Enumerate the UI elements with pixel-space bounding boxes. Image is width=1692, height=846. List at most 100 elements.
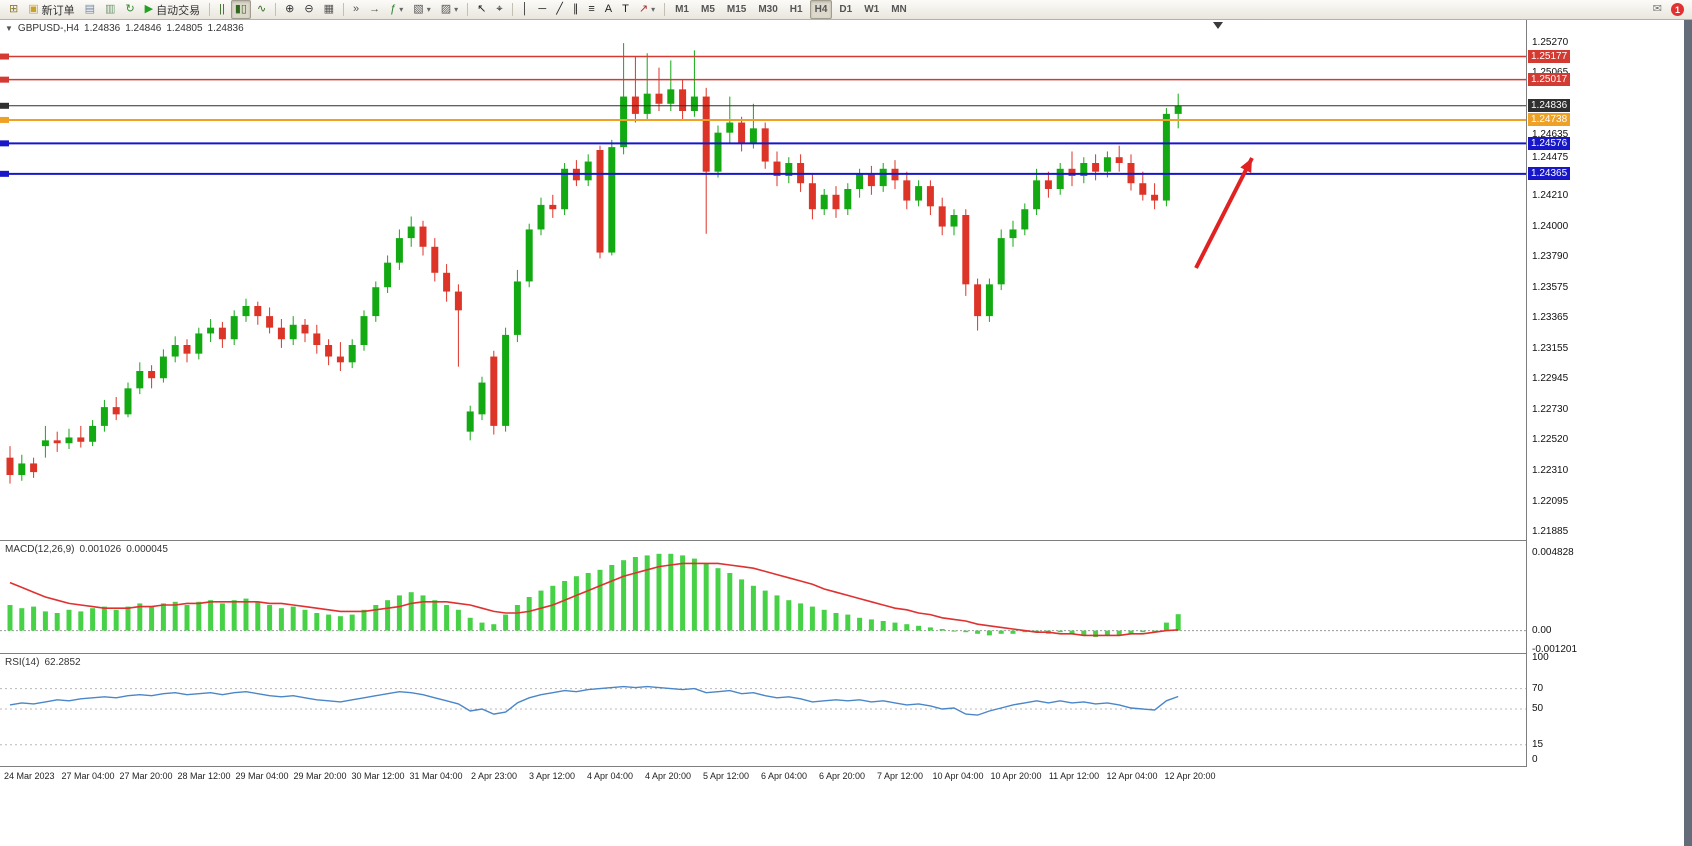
new-chart-button[interactable]: ⊞ xyxy=(5,0,22,19)
time-label: 5 Apr 12:00 xyxy=(702,771,750,781)
symbol-name: GBPUSD-,H4 xyxy=(17,23,80,34)
timeframe-W1-button[interactable]: W1 xyxy=(864,4,880,15)
arrows-caret-icon: ▾ xyxy=(651,5,656,14)
zoom-in-button[interactable]: ⊕ xyxy=(281,0,298,19)
auto-scroll-button[interactable]: » xyxy=(349,0,363,19)
text-label-icon: T xyxy=(622,3,629,15)
rsi-axis-tick: 100 xyxy=(1532,652,1549,663)
price-badge-1.25017: 1.25017 xyxy=(1528,73,1571,87)
rsi-line xyxy=(9,685,1179,716)
trend-arrow-head xyxy=(1240,158,1252,173)
cursor-button[interactable]: ↖ xyxy=(473,0,490,19)
bar-low-value: 1.24805 xyxy=(166,23,203,34)
chart-window: ▼ GBPUSD-,H4 1.24836 1.24846 1.24805 1.2… xyxy=(0,20,1692,846)
chart-shift-button[interactable]: → xyxy=(365,0,384,19)
vertical-line-button[interactable]: │ xyxy=(518,0,533,19)
text-button[interactable]: A xyxy=(601,0,616,19)
bar-chart-button[interactable]: || xyxy=(215,0,229,19)
time-label: 4 Apr 20:00 xyxy=(644,771,692,781)
time-axis[interactable]: 24 Mar 2023 27 Mar 04:00 27 Mar 20:00 28 Ma… xyxy=(0,767,1526,787)
templates-icon: ▨ xyxy=(440,3,452,15)
new-order-label: 新订单 xyxy=(41,4,75,17)
rsi-indicator-name: RSI(14) xyxy=(5,657,40,668)
candlestick-chart-button[interactable]: ▮▯ xyxy=(230,0,251,19)
price-axis[interactable]: 1.25270 1.25065 1.24635 1.24475 1.24210 1.240… xyxy=(1526,20,1685,767)
rsi-axis-tick: 70 xyxy=(1532,682,1544,694)
zoom-out-icon: ⊖ xyxy=(304,3,314,15)
text-label-button[interactable]: T xyxy=(618,0,633,19)
autotrading-button[interactable]: ▶ 自动交易 xyxy=(141,0,204,19)
fibonacci-button[interactable]: ≡ xyxy=(584,0,598,19)
equidistant-channel-button[interactable]: ∥ xyxy=(569,0,583,19)
line-chart-button[interactable]: ∿ xyxy=(253,0,270,19)
horizontal-line-icon: ─ xyxy=(538,3,547,15)
crosshair-button[interactable]: ⌖ xyxy=(492,0,506,19)
refresh-icon: ↻ xyxy=(125,3,135,15)
price-tick: 1.24475 xyxy=(1532,151,1569,163)
periods-button[interactable]: ▧ ▾ xyxy=(409,0,434,19)
history-center-button[interactable]: ▥ xyxy=(101,0,119,19)
toolbar-separator xyxy=(511,3,513,16)
time-label: 2 Apr 23:00 xyxy=(470,771,518,781)
hline-left-marker xyxy=(0,102,9,109)
price-badge-1.24576: 1.24576 xyxy=(1528,136,1571,150)
macd-canvas[interactable] xyxy=(0,541,1526,653)
refresh-button[interactable]: ↻ xyxy=(121,0,138,19)
notification-badge[interactable]: 1 xyxy=(1671,3,1684,16)
autotrading-label: 自动交易 xyxy=(156,4,201,17)
price-badge-1.24365: 1.24365 xyxy=(1528,167,1571,181)
timeframe-MN-button[interactable]: MN xyxy=(891,4,907,15)
candlestick-chart-icon: ▮▯ xyxy=(234,3,247,15)
timeframe-M30-button[interactable]: M30 xyxy=(758,4,778,15)
timeframe-H1-button[interactable]: H1 xyxy=(789,4,803,15)
price-tick: 1.22310 xyxy=(1532,464,1569,476)
main-chart-pane[interactable]: ▼ GBPUSD-,H4 1.24836 1.24846 1.24805 1.2… xyxy=(0,20,1526,540)
history-center-icon: ▥ xyxy=(105,3,116,15)
hline-left-marker xyxy=(0,53,9,60)
price-tick: 1.23155 xyxy=(1532,342,1569,354)
trend-line-button[interactable]: ╱ xyxy=(552,0,567,19)
zoom-out-button[interactable]: ⊖ xyxy=(300,0,317,19)
pane-splitter[interactable] xyxy=(0,766,1684,767)
bar-close-value: 1.24836 xyxy=(207,23,244,34)
fibonacci-icon: ≡ xyxy=(588,3,595,15)
time-label: 4 Apr 04:00 xyxy=(586,771,634,781)
time-label: 6 Apr 20:00 xyxy=(818,771,866,781)
horizontal-line-button[interactable]: ─ xyxy=(534,0,550,19)
timeframe-M5-button[interactable]: M5 xyxy=(700,4,715,15)
mailbox-button[interactable]: ✉ xyxy=(1649,0,1666,19)
chart-collapse-icon[interactable]: ▼ xyxy=(5,24,13,33)
trend-arrow[interactable] xyxy=(1194,157,1254,269)
metaeditor-button[interactable]: ▤ xyxy=(81,0,99,19)
timeframe-M1-button[interactable]: M1 xyxy=(675,4,689,15)
time-label: 10 Apr 20:00 xyxy=(990,771,1042,781)
time-label: 24 Mar 2023 xyxy=(4,771,55,781)
time-label: 7 Apr 12:00 xyxy=(876,771,924,781)
price-tick: 1.24210 xyxy=(1532,190,1569,202)
main-chart-canvas[interactable] xyxy=(0,20,1526,540)
macd-pane[interactable]: MACD(12,26,9) 0.001026 0.000045 xyxy=(0,541,1526,653)
macd-axis-tick: 0.004828 xyxy=(1532,547,1574,559)
trend-line-icon: ╱ xyxy=(556,3,563,15)
timeframe-M15-button[interactable]: M15 xyxy=(726,4,747,15)
vertical-line-icon: │ xyxy=(521,3,529,15)
new-chart-icon: ⊞ xyxy=(9,3,19,15)
rsi-value: 62.2852 xyxy=(44,657,81,668)
arrows-button[interactable]: ↗ ▾ xyxy=(635,0,659,19)
templates-button[interactable]: ▨ ▾ xyxy=(437,0,462,19)
rsi-pane[interactable]: RSI(14) 62.2852 xyxy=(0,654,1526,766)
pane-splitter[interactable] xyxy=(0,540,1684,541)
price-tick: 1.23575 xyxy=(1532,281,1569,293)
timeframe-D1-button[interactable]: D1 xyxy=(839,4,853,15)
timeframe-H4-button[interactable]: H4 xyxy=(809,0,833,19)
new-order-button[interactable]: ▣ 新订单 xyxy=(24,0,78,19)
rsi-canvas[interactable] xyxy=(0,654,1526,766)
indicators-button[interactable]: ƒ ▾ xyxy=(386,0,407,19)
chart-shift-marker[interactable] xyxy=(1213,22,1223,29)
toolbar-separator xyxy=(209,3,211,16)
arrows-icon: ↗ xyxy=(638,3,649,15)
tile-windows-button[interactable]: ▦ xyxy=(320,0,338,19)
indicators-caret-icon: ▾ xyxy=(399,5,404,14)
time-label: 29 Mar 20:00 xyxy=(293,771,347,781)
pane-splitter[interactable] xyxy=(0,653,1684,654)
